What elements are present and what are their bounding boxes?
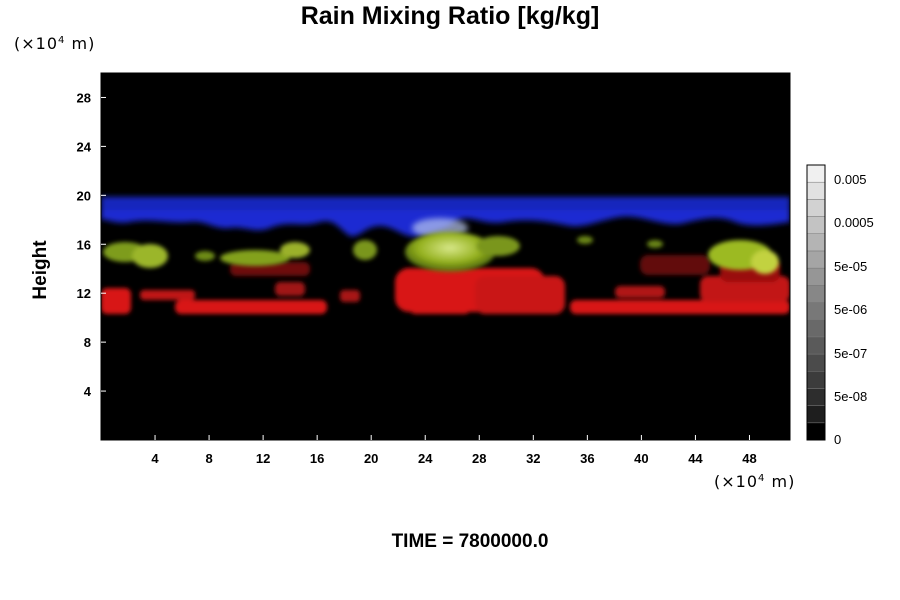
x-tick-label: 16 bbox=[310, 451, 324, 466]
colorbar-swatch bbox=[806, 216, 826, 234]
colorbar-swatch bbox=[806, 267, 826, 286]
colorbar-tick-label: 0.0005 bbox=[834, 215, 874, 230]
y-axis: 4 8 12 16 20 24 28 bbox=[77, 90, 106, 399]
colorbar-swatch bbox=[806, 371, 826, 389]
data-field bbox=[101, 197, 790, 314]
colorbar-swatch bbox=[806, 422, 826, 441]
y-tick-label: 12 bbox=[77, 286, 91, 301]
x-tick-label: 20 bbox=[364, 451, 378, 466]
colorbar-tick-label: 0.005 bbox=[834, 172, 867, 187]
rain-layer-blue bbox=[101, 197, 790, 237]
colorbar-swatch bbox=[806, 405, 826, 424]
rain-layer-green bbox=[103, 232, 779, 274]
y-tick-label: 24 bbox=[77, 139, 92, 154]
y-tick-label: 28 bbox=[77, 90, 91, 105]
colorbar-tick-label: 0 bbox=[834, 432, 841, 447]
colorbar-swatch bbox=[806, 164, 826, 183]
x-tick-label: 24 bbox=[418, 451, 433, 466]
x-tick-label: 4 bbox=[151, 451, 159, 466]
y-tick-label: 16 bbox=[77, 237, 91, 252]
colorbar-swatch bbox=[806, 250, 826, 269]
colorbar-swatch bbox=[806, 181, 826, 200]
time-label: TIME = 7800000.0 bbox=[391, 531, 549, 552]
colorbar-tick-label: 5e-05 bbox=[834, 259, 867, 274]
colorbar: 0 5e-08 5e-07 5e-06 5e-05 0.0005 0.005 bbox=[806, 164, 874, 447]
colorbar-swatch bbox=[806, 199, 826, 217]
x-tick-label: 12 bbox=[256, 451, 270, 466]
colorbar-tick-label: 5e-06 bbox=[834, 302, 867, 317]
colorbar-swatch bbox=[806, 302, 826, 320]
x-unit-label: (×104 m) bbox=[714, 472, 796, 491]
colorbar-tick-label: 5e-08 bbox=[834, 389, 867, 404]
x-tick-label: 8 bbox=[205, 451, 212, 466]
plot-frame bbox=[100, 72, 791, 441]
x-tick-label: 32 bbox=[526, 451, 540, 466]
x-tick-label: 36 bbox=[580, 451, 594, 466]
x-tick-label: 48 bbox=[742, 451, 756, 466]
x-tick-label: 28 bbox=[472, 451, 486, 466]
y-tick-label: 20 bbox=[77, 188, 91, 203]
y-tick-label: 4 bbox=[84, 384, 92, 399]
rain-layer-red bbox=[101, 255, 790, 314]
colorbar-swatch bbox=[806, 319, 826, 338]
colorbar-swatch bbox=[806, 336, 826, 355]
x-tick-label: 40 bbox=[634, 451, 648, 466]
y-tick-label: 8 bbox=[84, 335, 91, 350]
colorbar-swatch bbox=[806, 233, 826, 252]
colorbar-swatch bbox=[806, 388, 826, 406]
colorbar-swatch bbox=[806, 285, 826, 303]
x-axis: 4 8 12 16 20 24 28 32 36 40 44 48 bbox=[151, 435, 757, 466]
chart-title: Rain Mixing Ratio [kg/kg] bbox=[300, 2, 600, 30]
colorbar-swatch bbox=[806, 353, 826, 372]
x-tick-label: 44 bbox=[688, 451, 703, 466]
colorbar-tick-label: 5e-07 bbox=[834, 346, 867, 361]
colorbar-frame bbox=[806, 164, 826, 441]
y-unit-label: (×104 m) bbox=[14, 34, 96, 53]
